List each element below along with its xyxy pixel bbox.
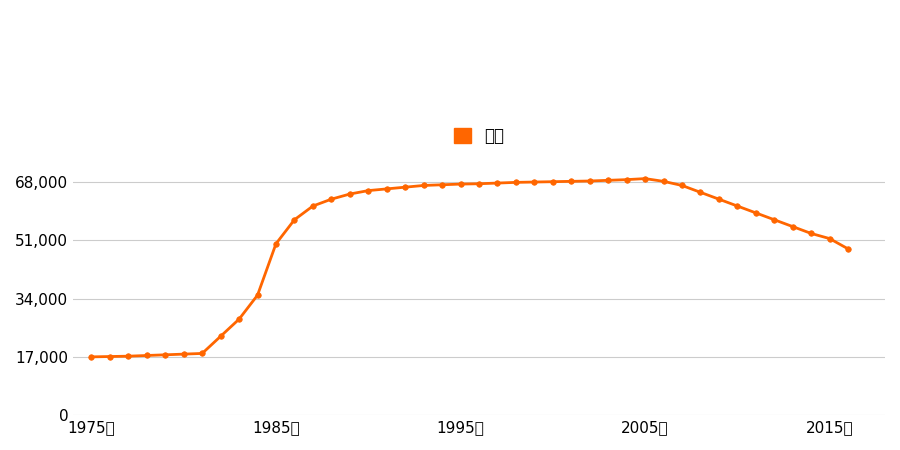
- 価格: [382, 186, 392, 192]
- 価格: [215, 333, 226, 339]
- 価格: [363, 188, 374, 194]
- 価格: [492, 180, 503, 186]
- 価格: [714, 197, 724, 202]
- 価格: [141, 353, 152, 358]
- 価格: [769, 217, 779, 222]
- 価格: [436, 182, 447, 188]
- 価格: [178, 351, 189, 357]
- 価格: [824, 236, 835, 241]
- 価格: [123, 354, 134, 359]
- 価格: [418, 183, 429, 188]
- 価格: [529, 180, 540, 185]
- 価格: [252, 292, 263, 298]
- 価格: [234, 316, 245, 322]
- 価格: [640, 176, 651, 181]
- 価格: [289, 217, 300, 222]
- 価格: [400, 184, 410, 190]
- 価格: [547, 179, 558, 184]
- 価格: [160, 352, 171, 357]
- 価格: [621, 177, 632, 182]
- Legend: 価格: 価格: [447, 120, 510, 151]
- 価格: [345, 191, 356, 197]
- 価格: [658, 179, 669, 184]
- 価格: [603, 178, 614, 183]
- 価格: [473, 181, 484, 186]
- 価格: [326, 197, 337, 202]
- 価格: [732, 203, 742, 209]
- 価格: [197, 351, 208, 356]
- 価格: [584, 178, 595, 184]
- 価格: [751, 210, 761, 216]
- 価格: [308, 203, 319, 209]
- 価格: [566, 179, 577, 184]
- 価格: [788, 224, 798, 230]
- 価格: [104, 354, 115, 359]
- 価格: [86, 354, 97, 360]
- 価格: [455, 181, 466, 187]
- 価格: [677, 183, 688, 188]
- Line: 価格: 価格: [89, 176, 850, 360]
- 価格: [842, 246, 853, 252]
- 価格: [510, 180, 521, 185]
- 価格: [695, 189, 706, 195]
- 価格: [806, 231, 816, 236]
- 価格: [271, 241, 282, 247]
